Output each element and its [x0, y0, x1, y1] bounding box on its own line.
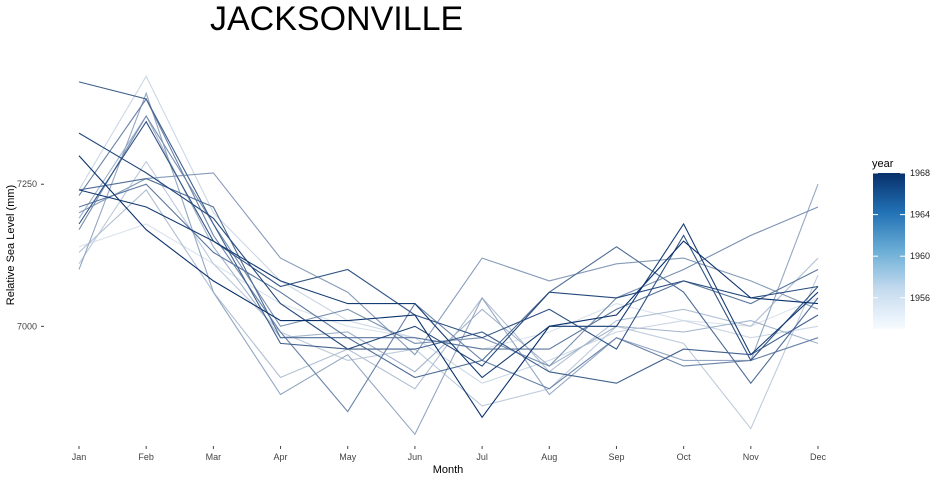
chart-title: JACKSONVILLE: [210, 0, 463, 38]
x-axis: Jan Feb Mar Apr May Jun Jul Aug Sep Oct Nov Dec: [72, 446, 827, 462]
legend-tick-label: 1964: [910, 210, 930, 220]
series-lines: [78, 75, 819, 436]
series-line-1955: [78, 160, 819, 430]
x-tick-label: Jan: [72, 452, 87, 462]
series-line-1967: [78, 189, 819, 379]
series-line-1960: [78, 114, 819, 367]
series-line-1957: [78, 114, 819, 373]
x-tick-label: May: [339, 452, 357, 462]
series-line-1965: [78, 120, 819, 362]
y-tick-label: 7250: [17, 179, 37, 189]
x-tick-label: Nov: [743, 452, 760, 462]
legend-ticks: 1956 1960 1964 1968: [873, 168, 930, 303]
legend-tick-label: 1956: [910, 293, 930, 303]
x-tick-label: Jun: [408, 452, 423, 462]
x-tick-label: Sep: [608, 452, 624, 462]
series-line-1966: [78, 132, 819, 367]
legend-title: year: [872, 158, 894, 170]
x-tick-label: Jul: [476, 452, 488, 462]
series-line-1964: [78, 81, 819, 384]
series-line-1968: [78, 155, 819, 419]
series-line-1961: [78, 97, 819, 413]
legend: year 1956 1960 1964 1968: [872, 158, 930, 329]
series-line-1954: [78, 75, 819, 384]
x-tick-label: Oct: [677, 452, 692, 462]
series-line-1958: [78, 91, 819, 436]
series-line-1962: [78, 183, 819, 350]
x-tick-label: Aug: [541, 452, 557, 462]
legend-tick-label: 1960: [910, 251, 930, 261]
y-axis: 7000 7250: [17, 179, 44, 331]
series-line-1963: [78, 178, 819, 385]
x-tick-label: Dec: [810, 452, 827, 462]
y-axis-title: Relative Sea Level (mm): [5, 185, 17, 305]
x-axis-title: Month: [433, 464, 464, 476]
legend-colorbar: [873, 173, 905, 329]
series-line-1959: [78, 172, 819, 356]
y-tick-label: 7000: [17, 321, 37, 331]
x-tick-label: Mar: [206, 452, 222, 462]
x-tick-label: Feb: [138, 452, 154, 462]
x-tick-label: Apr: [274, 452, 288, 462]
legend-tick-label: 1968: [910, 168, 930, 178]
